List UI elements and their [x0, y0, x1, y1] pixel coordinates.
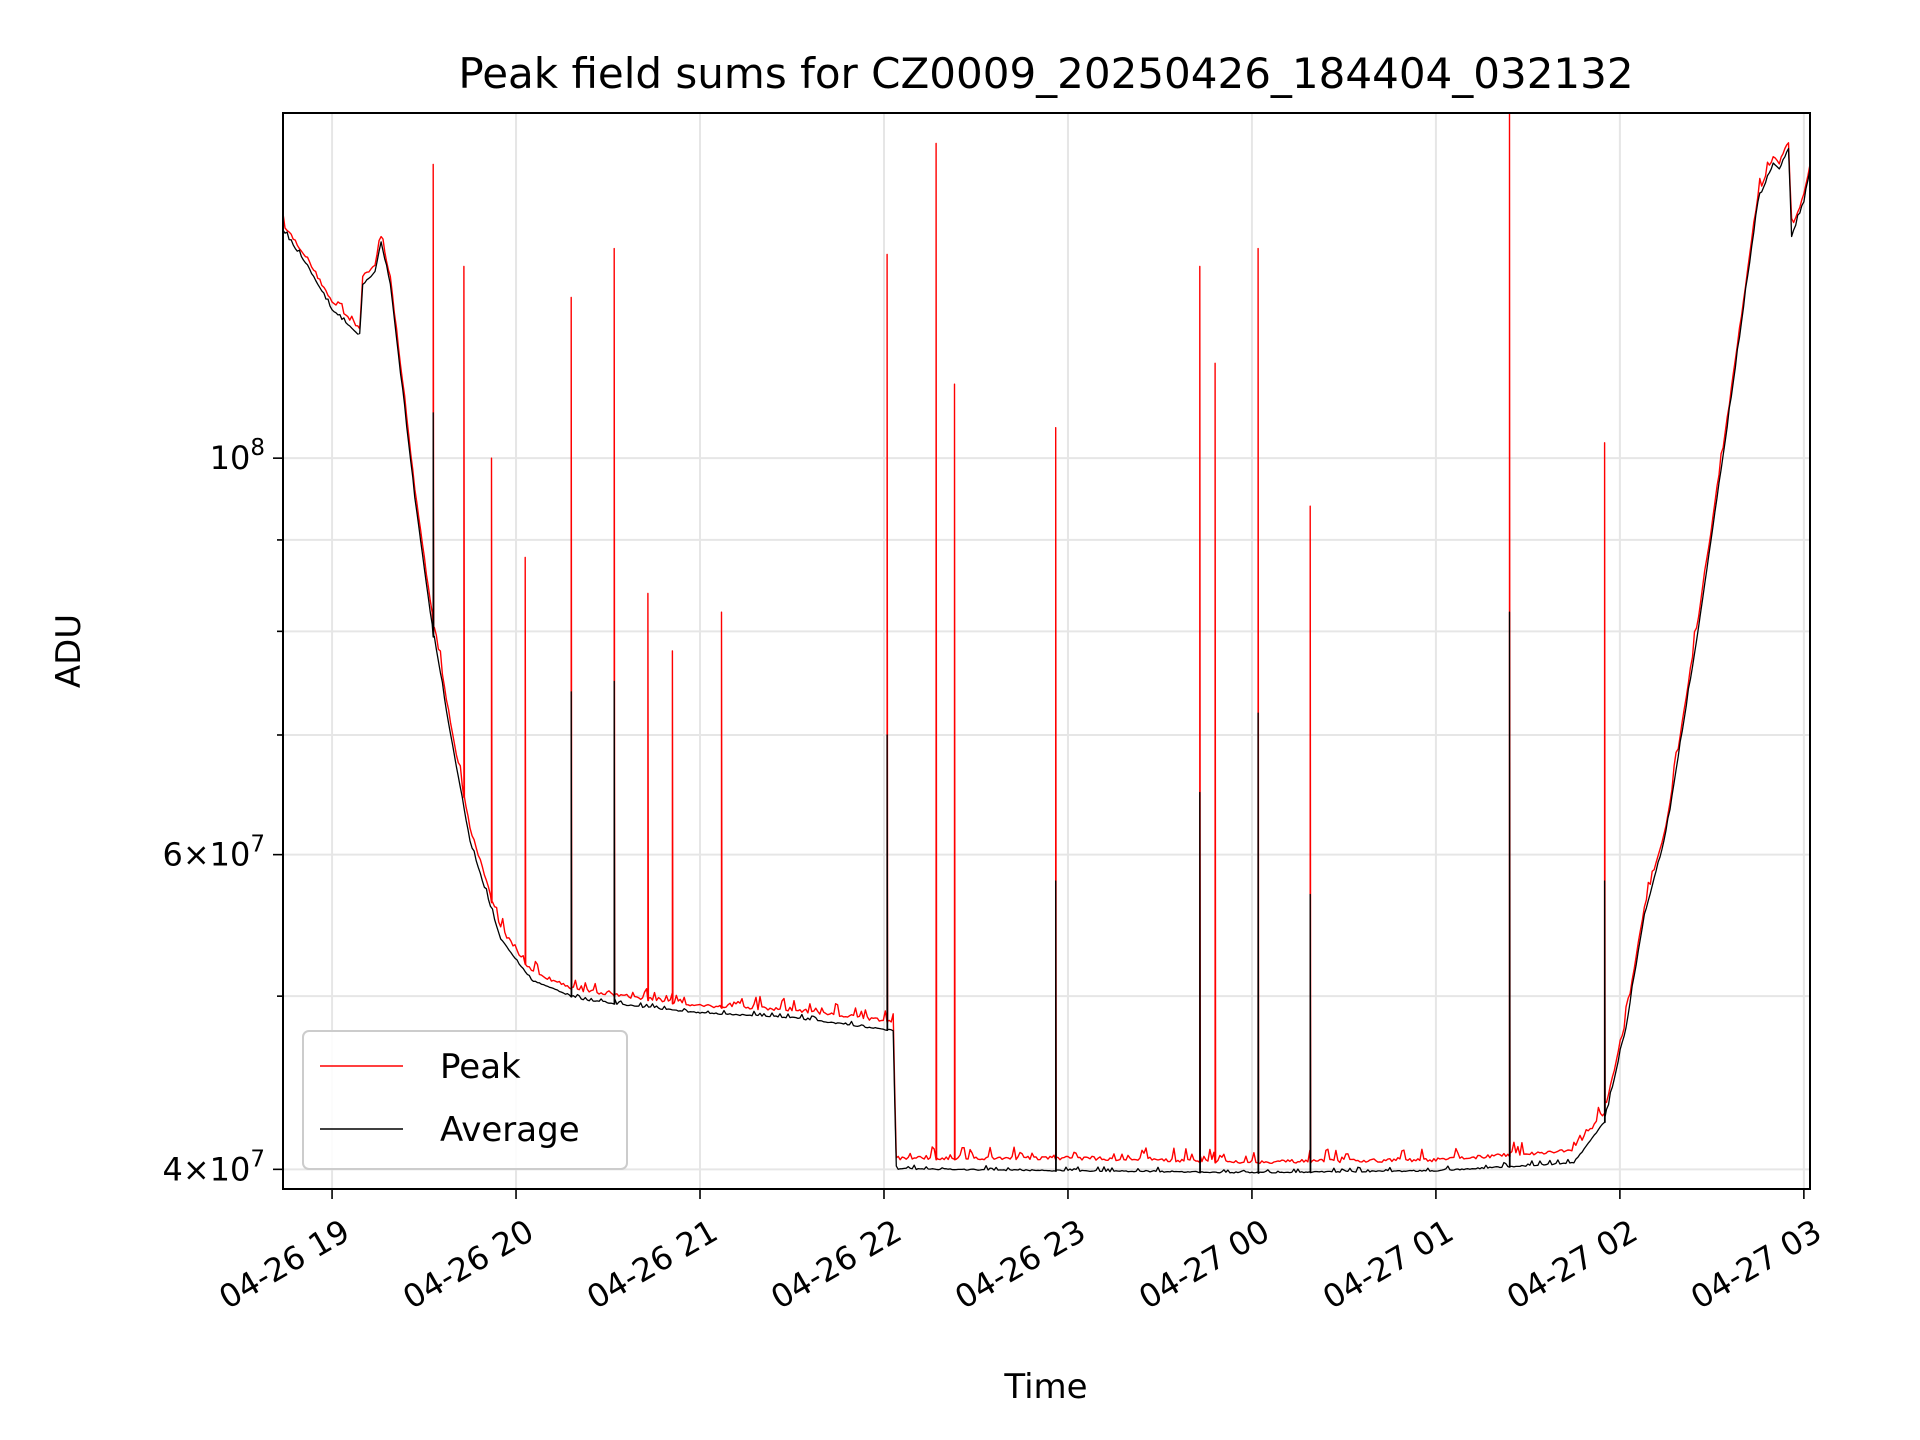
y-axis-label: ADU [49, 614, 89, 688]
series-line-average [283, 147, 1810, 1174]
grid-lines [283, 113, 1810, 1189]
plot-frame [282, 112, 1811, 1190]
legend: Peak Average [302, 1030, 628, 1170]
x-axis-label: Time [1003, 1367, 1087, 1407]
chart-title: Peak field sums for CZ0009_20250426_1844… [458, 49, 1633, 98]
legend-peak-label: Peak [440, 1047, 521, 1087]
y-tick-label: 4×107 [162, 1146, 265, 1188]
y-axis-ticks: 4×107 6×107 108 [162, 435, 283, 1188]
legend-average-label: Average [440, 1110, 580, 1150]
series-peak [283, 113, 1810, 1165]
series-line-peak [283, 113, 1810, 1165]
series-layer [283, 113, 1810, 1174]
series-average [283, 147, 1810, 1174]
y-tick-label: 108 [210, 435, 265, 477]
y-tick-label: 6×107 [162, 832, 265, 874]
